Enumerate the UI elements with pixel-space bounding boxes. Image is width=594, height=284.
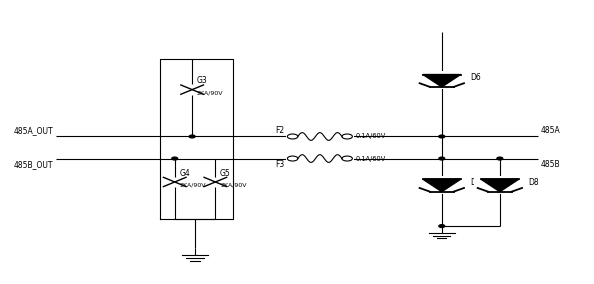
Text: F3: F3 <box>275 160 285 169</box>
Text: 485A_OUT: 485A_OUT <box>13 126 53 135</box>
Text: 0.1A/60V: 0.1A/60V <box>355 133 386 139</box>
Polygon shape <box>423 179 460 192</box>
Circle shape <box>189 135 195 138</box>
Circle shape <box>497 157 503 160</box>
Text: 2KA/90V: 2KA/90V <box>197 90 223 95</box>
Bar <box>416 176 468 194</box>
Text: 485A: 485A <box>541 126 560 135</box>
Text: G5: G5 <box>220 169 230 178</box>
Circle shape <box>439 135 445 138</box>
Text: G4: G4 <box>179 169 190 178</box>
Text: 2KA/90V: 2KA/90V <box>179 183 206 188</box>
Circle shape <box>439 225 445 227</box>
Text: F2: F2 <box>276 126 285 135</box>
Circle shape <box>172 157 178 160</box>
Text: 2KA/90V: 2KA/90V <box>220 183 247 188</box>
Bar <box>416 72 468 89</box>
Bar <box>474 176 526 194</box>
Bar <box>286 133 353 140</box>
Text: 485B_OUT: 485B_OUT <box>13 160 53 169</box>
Text: 485B: 485B <box>541 160 560 169</box>
Polygon shape <box>481 179 519 192</box>
Text: D8: D8 <box>528 178 539 187</box>
Text: D6: D6 <box>470 73 481 82</box>
Polygon shape <box>423 74 460 87</box>
Text: 0.1A/60V: 0.1A/60V <box>355 156 386 162</box>
Bar <box>286 155 353 162</box>
Text: D7: D7 <box>470 178 481 187</box>
Circle shape <box>439 157 445 160</box>
Text: G3: G3 <box>197 76 207 85</box>
